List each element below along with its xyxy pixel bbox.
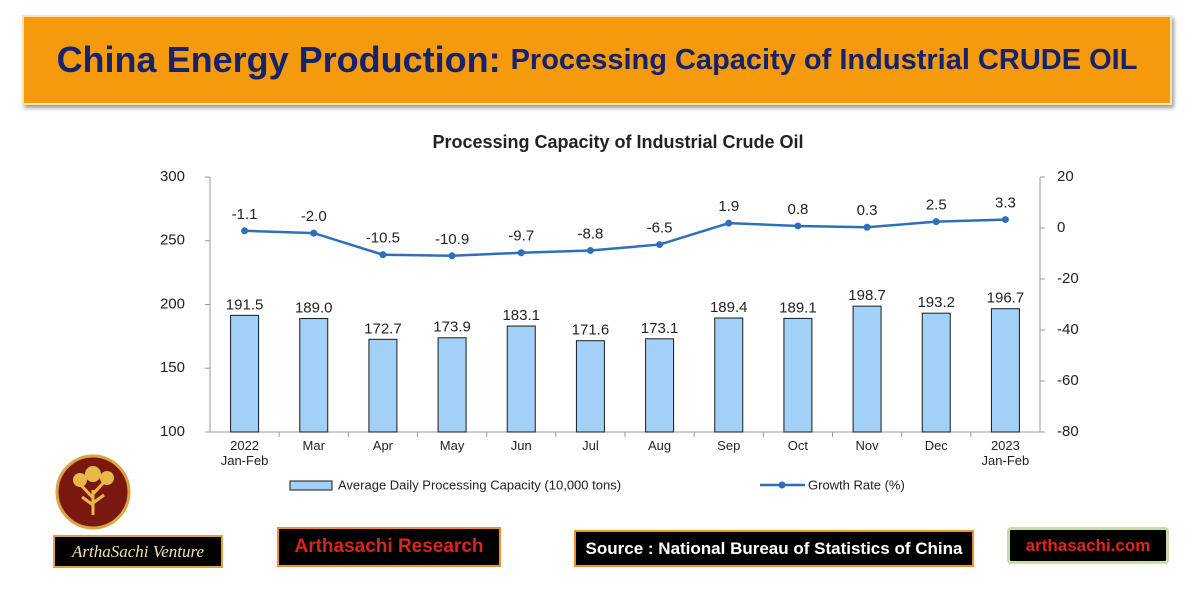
line-value-label: 0.8 [787,201,808,218]
y-tick-label: 300 [160,168,185,185]
bar [990,308,1020,433]
line-marker [241,227,249,235]
line-marker [1001,216,1009,224]
bar-value-label: 183.1 [502,307,540,324]
line-marker [725,219,733,227]
bar-value-label: 193.2 [917,294,955,311]
line-marker [448,252,456,260]
line-value-label: -8.8 [577,225,603,242]
website-label[interactable]: arthasachi.com [1007,527,1169,564]
chart-title: Processing Capacity of Industrial Crude … [432,132,803,152]
y-tick-label: 150 [160,359,185,376]
header-subtitle: Processing Capacity of Industrial CRUDE … [510,43,1138,76]
y2-tick-label: -60 [1057,372,1079,389]
x-tick-label: Jun [510,438,532,453]
logo-name: ArthaSachi Venture [53,535,223,568]
line-value-label: -2.0 [301,208,327,225]
x-tick-label: Mar [302,438,325,453]
header-title: China Energy Production: [56,39,501,80]
x-tick-label: 2022 Jan-Feb [220,438,269,468]
y2-tick-label: 20 [1057,168,1074,185]
source-label: Source : National Bureau of Statistics o… [574,530,974,567]
line-value-label: -9.7 [508,228,534,245]
bar-value-label: 173.1 [641,320,679,337]
bar [645,338,675,433]
header: China Energy Production: Processing Capa… [22,15,1172,105]
bar-value-label: 189.0 [295,299,333,316]
logo-leaf [85,466,101,482]
legend-label: Growth Rate (%) [808,477,905,492]
line-marker [310,229,318,237]
x-tick-label: Sep [717,438,741,453]
bar [921,312,951,433]
x-tick-label: Apr [372,438,394,453]
legend-swatch [289,480,333,491]
x-tick-label: Aug [648,438,672,453]
line-value-label: 3.3 [995,195,1016,212]
bar-value-label: 189.1 [779,299,817,316]
bar [437,337,467,433]
research-label: Arthasachi Research [277,527,501,567]
line-value-label: -6.5 [647,220,673,237]
y2-tick-label: -40 [1057,321,1079,338]
line-value-label: 1.9 [718,198,739,215]
line-marker [517,249,525,257]
x-tick-label: May [439,438,465,453]
bar-value-label: 191.5 [226,296,264,313]
line-value-label: -1.1 [232,206,258,223]
line-marker [379,251,387,259]
x-tick-label: Oct [787,438,809,453]
y-tick-label: 250 [160,232,185,249]
x-tick-label: Jul [582,438,599,453]
bar [783,317,813,433]
logo-leaf [73,473,87,487]
bar [230,314,260,433]
logo-tree [78,478,108,515]
bar [506,325,536,433]
legend-label: Average Daily Processing Capacity (10,00… [338,477,621,492]
bar-value-label: 172.7 [364,320,402,337]
bar [299,318,329,433]
bar-value-label: 198.7 [848,287,886,304]
y-tick-label: 200 [160,295,185,312]
y2-tick-label: -80 [1057,423,1079,440]
x-tick-label: Nov [855,438,879,453]
y-tick-label: 100 [160,423,185,440]
line-marker [863,223,871,231]
bar-value-label: 196.7 [987,290,1025,307]
y2-tick-label: 0 [1057,219,1065,236]
y2-tick-label: -20 [1057,270,1079,287]
bar [852,305,882,433]
bar-value-label: 171.6 [572,322,610,339]
line-value-label: 2.5 [926,197,947,214]
bar-value-label: 173.9 [433,319,471,336]
line-marker [656,241,664,249]
line-marker [586,246,594,254]
line-value-label: -10.9 [435,231,469,248]
line [244,218,1006,258]
bar [714,317,744,433]
bar [575,340,605,433]
bar-value-label: 189.4 [710,299,748,316]
bar [368,338,398,433]
line-value-label: -10.5 [366,230,400,247]
line-marker [932,218,940,226]
line-value-label: 0.3 [857,202,878,219]
logo-leaf [100,471,114,485]
legend-swatch [778,481,786,489]
x-tick-label: 2023 Jan-Feb [981,438,1030,468]
line-marker [794,222,802,230]
x-tick-label: Dec [924,438,948,453]
